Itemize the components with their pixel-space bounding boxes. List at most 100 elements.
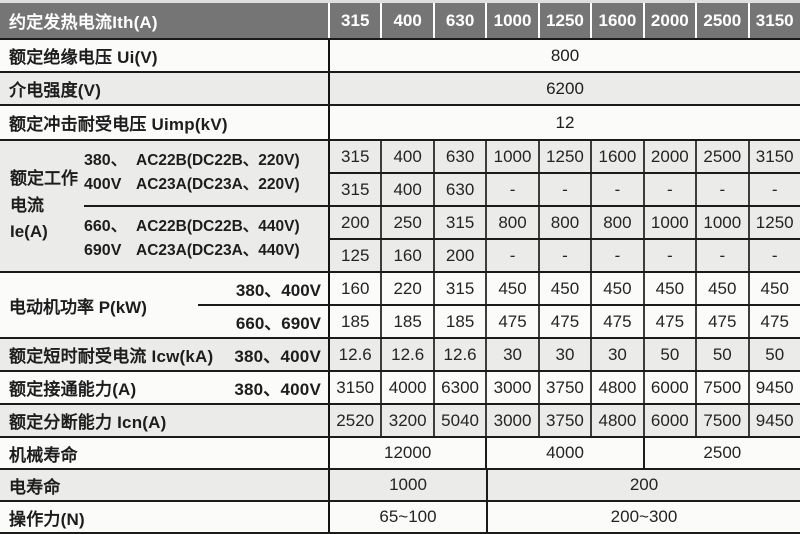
row-label: 操作力(N) [0, 502, 330, 532]
table-cell: 1600 [590, 141, 642, 172]
table-cell: - [747, 240, 800, 271]
category-line: AC22B(DC22B、440V) [136, 217, 300, 235]
table-cell: 3150 [747, 141, 800, 172]
voltage-groups: 380、 400V AC22B(DC22B、220V) AC23A(DC23A、… [84, 141, 328, 271]
table-cell: 7500 [695, 372, 747, 403]
column-header-cell: 1250 [537, 3, 591, 38]
table-cell: 12.6 [380, 339, 432, 370]
data-row: 185 185 185 475 475 475 475 475 475 [330, 304, 800, 337]
row-data: 800 [330, 40, 800, 71]
table-cell: 12.6 [338, 344, 372, 364]
row-data: 3150 4000 6300 3000 3750 4800 6000 7500 9450 [330, 372, 800, 403]
table-cell: 450 [695, 273, 747, 304]
table-cell: 185 [380, 306, 432, 337]
section-rated-working-current: 额定工作电流 Ie(A) 380、 400V AC22B(DC22B、220V)… [0, 139, 800, 271]
table-cell: 3750 [537, 372, 590, 403]
voltage-label: 380、400V [234, 347, 321, 366]
voltage-label: 380、 400V [84, 149, 136, 197]
table-cell: 50 [695, 339, 747, 370]
row-insulation-voltage: 额定绝缘电压 Ui(V) 800 [0, 38, 800, 71]
table-cell: 3200 [380, 405, 432, 436]
table-cell: - [485, 174, 537, 205]
table-cell: 800 [537, 207, 590, 238]
table-cell: 12000 [384, 443, 432, 462]
data-row: 125 160 200- - - - - - [330, 238, 800, 271]
table-cell: 12 [555, 112, 575, 132]
table-cell: 9450 [747, 405, 800, 436]
column-header-cell: 400 [380, 3, 433, 38]
table-cell: 7500 [695, 405, 747, 436]
voltage-line: 400V [84, 176, 122, 193]
table-cell: - [590, 240, 642, 271]
table-cell: 185 [432, 306, 485, 337]
row-dielectric-strength: 介电强度(V) 6200 [0, 71, 800, 104]
row-label: 电动机功率 P(kW) [9, 297, 147, 317]
column-header-cell: 3150 [747, 3, 800, 38]
table-cell: 475 [537, 306, 590, 337]
table-cell: 2520 [336, 410, 375, 430]
table-cell: 125 [341, 245, 370, 265]
row-electrical-life: 电寿命 1000 200 [0, 468, 800, 500]
data-row: 315 400 630 1000 1250 1600 2000 2500 3150 [330, 141, 800, 172]
table-cell: 9450 [747, 372, 800, 403]
column-header-cell: 630 [432, 3, 486, 38]
table-cell: 5040 [432, 405, 485, 436]
section-motor-power: 电动机功率 P(kW) 380、400V 660、690V 160 220 315 4… [0, 271, 800, 337]
voltage-label: 380、400V [234, 380, 321, 399]
table-cell: 800 [485, 207, 537, 238]
table-cell: 2500 [695, 141, 747, 172]
row-label: 额定短时耐受电流 Icw(kA) [9, 347, 214, 366]
row-impulse-voltage: 额定冲击耐受电压 Uimp(kV) 12 [0, 104, 800, 139]
header-columns: 315 400 630 1000 1250 1600 2000 2500 3150 [330, 3, 800, 38]
table-cell: 630 [432, 141, 485, 172]
table-cell: 475 [695, 306, 747, 337]
table-cell: 50 [747, 339, 800, 370]
table-cell: 1250 [537, 141, 590, 172]
table-cell: - [642, 174, 695, 205]
table-cell: 450 [590, 273, 642, 304]
column-header-cell: 2000 [642, 3, 696, 38]
table-cell: 450 [485, 273, 537, 304]
voltage-line: 380、 [84, 152, 127, 169]
table-cell: 630 [432, 174, 485, 205]
table-cell: 200 [432, 240, 485, 271]
row-data: 6200 [330, 73, 800, 104]
row-label: 介电强度(V) [0, 73, 330, 104]
row-label: 电寿命 [0, 470, 330, 500]
table-cell: 450 [642, 273, 695, 304]
row-label: 额定冲击耐受电压 Uimp(kV) [0, 106, 330, 139]
table-cell: 65~100 [379, 507, 437, 526]
row-label: 额定绝缘电压 Ui(V) [0, 40, 330, 71]
table-cell: - [537, 240, 590, 271]
table-cell: 6000 [642, 405, 695, 436]
voltage-label: 380、400V [198, 273, 328, 306]
table-cell: 450 [537, 273, 590, 304]
voltage-group-660-690: 660、 690V AC22B(DC22B、440V) AC23A(DC23A、… [84, 207, 328, 271]
table-cell: 250 [380, 207, 432, 238]
table-cell: 3000 [485, 405, 537, 436]
table-cell: 200 [341, 212, 370, 232]
voltage-labels: 380、400V 660、690V [198, 273, 328, 337]
row-data: 2520 3200 5040 3000 3750 4800 6000 7500 9450 [330, 405, 800, 436]
category-line: AC23A(DC23A、220V) [136, 176, 300, 193]
table-cell: 1000 [389, 475, 427, 494]
table-cell: - [695, 174, 747, 205]
table-cell: 1000 [485, 141, 537, 172]
column-header-cell: 315 [330, 3, 381, 38]
table-cell: 2500 [642, 438, 800, 468]
table-cell: 2000 [642, 141, 695, 172]
table-cell: 3000 [485, 372, 537, 403]
voltage-line: 690V [84, 242, 122, 259]
row-operating-force: 操作力(N) 65~100 200~300 [0, 500, 800, 532]
row-label: 机械寿命 [0, 438, 330, 468]
section-data-area: 160 220 315 450 450 450 450 450 450 185 185 185 475… [330, 273, 800, 337]
table-cell: 800 [590, 207, 642, 238]
row-data: 12 [330, 106, 800, 139]
table-cell: 200 [486, 470, 800, 500]
table-cell: 800 [550, 45, 580, 65]
category-line: AC22B(DC22B、220V) [136, 151, 300, 169]
table-cell: 1250 [747, 207, 800, 238]
row-data: 65~100 200~300 [330, 502, 800, 532]
column-header-cell: 1600 [590, 3, 643, 38]
column-header-cell: 1000 [485, 3, 538, 38]
